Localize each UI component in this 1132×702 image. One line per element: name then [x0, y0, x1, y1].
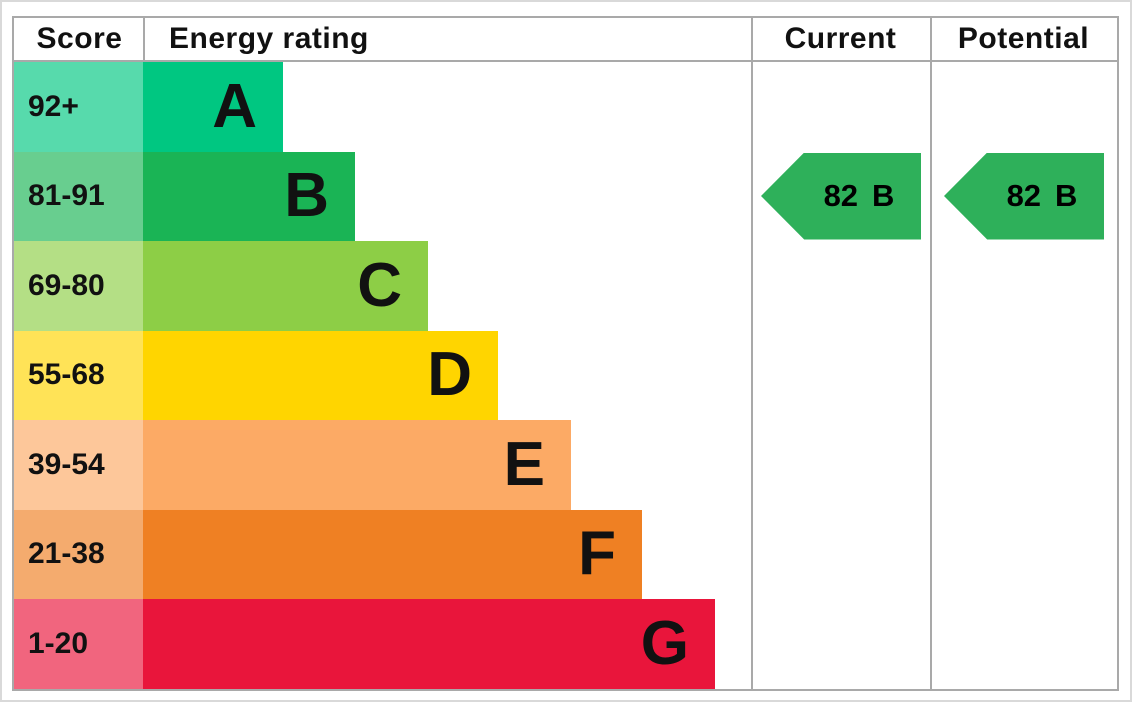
potential-score-value: 82	[1006, 178, 1042, 213]
header-energy-rating: Energy rating	[169, 22, 369, 55]
band-letter: G	[640, 608, 689, 678]
band-bar-f: F	[143, 509, 642, 599]
divider-current-potential	[930, 18, 932, 689]
band-bar-g: G	[143, 599, 715, 689]
band-bar-d: D	[143, 330, 498, 420]
divider-rating-current	[751, 18, 753, 689]
band-bar-e: E	[143, 420, 571, 510]
band-row-f: 21-38 F	[14, 509, 1117, 599]
divider-score-rating	[143, 18, 145, 62]
band-rows: 92+ A 81-91 B 69-80 C 55-68 D 39-54 E 21-38 F 1-20 G	[14, 62, 1117, 689]
current-band-letter: B	[872, 178, 895, 213]
score-range-label: 92+	[14, 62, 143, 152]
score-range-label: 69-80	[14, 241, 143, 331]
score-range-label: 55-68	[14, 330, 143, 420]
band-letter: A	[212, 71, 257, 141]
potential-band-letter: B	[1055, 178, 1078, 213]
band-letter: F	[578, 519, 616, 589]
score-range-label: 39-54	[14, 420, 143, 510]
band-row-e: 39-54 E	[14, 420, 1117, 510]
band-bar-b: B	[143, 151, 355, 241]
band-bar-a: A	[143, 62, 283, 152]
band-row-b: 81-91 B	[14, 151, 1117, 241]
band-letter: E	[503, 429, 545, 499]
band-letter: C	[357, 250, 402, 320]
header-potential: Potential	[957, 22, 1090, 55]
header-current: Current	[784, 22, 897, 55]
score-range-label: 1-20	[14, 599, 143, 689]
band-row-g: 1-20 G	[14, 599, 1117, 689]
header-row: Score Energy rating Current Potential	[14, 18, 1117, 62]
band-letter: D	[427, 340, 472, 410]
band-bar-c: C	[143, 241, 428, 331]
header-score: Score	[36, 22, 123, 55]
band-row-c: 69-80 C	[14, 241, 1117, 331]
band-row-a: 92+ A	[14, 62, 1117, 152]
band-row-d: 55-68 D	[14, 330, 1117, 420]
current-score-value: 82	[823, 178, 859, 213]
band-letter: B	[284, 161, 329, 231]
score-range-label: 21-38	[14, 509, 143, 599]
epc-table: Score Energy rating Current Potential 92…	[12, 16, 1119, 691]
score-range-label: 81-91	[14, 151, 143, 241]
